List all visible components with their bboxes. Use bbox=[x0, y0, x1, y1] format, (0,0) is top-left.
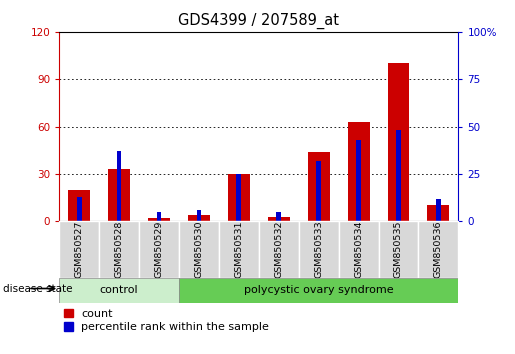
FancyBboxPatch shape bbox=[59, 278, 179, 303]
Text: GSM850528: GSM850528 bbox=[115, 221, 124, 278]
Bar bbox=[197, 210, 201, 221]
Title: GDS4399 / 207589_at: GDS4399 / 207589_at bbox=[178, 13, 339, 29]
Bar bbox=[77, 196, 81, 221]
Legend: count, percentile rank within the sample: count, percentile rank within the sample bbox=[59, 304, 274, 337]
Text: GSM850531: GSM850531 bbox=[234, 221, 243, 278]
Bar bbox=[307, 152, 330, 221]
FancyBboxPatch shape bbox=[179, 221, 219, 278]
Text: GSM850536: GSM850536 bbox=[434, 221, 443, 278]
Text: GSM850534: GSM850534 bbox=[354, 221, 363, 278]
Text: disease state: disease state bbox=[3, 284, 72, 293]
Text: control: control bbox=[100, 285, 139, 295]
Bar bbox=[236, 174, 241, 221]
Bar bbox=[387, 63, 409, 221]
FancyBboxPatch shape bbox=[379, 221, 418, 278]
Bar bbox=[228, 174, 250, 221]
Bar bbox=[157, 212, 161, 221]
FancyBboxPatch shape bbox=[59, 221, 99, 278]
Bar bbox=[277, 212, 281, 221]
FancyBboxPatch shape bbox=[418, 221, 458, 278]
Bar bbox=[356, 140, 361, 221]
FancyBboxPatch shape bbox=[99, 221, 139, 278]
FancyBboxPatch shape bbox=[219, 221, 259, 278]
FancyBboxPatch shape bbox=[179, 278, 458, 303]
FancyBboxPatch shape bbox=[299, 221, 339, 278]
Bar bbox=[396, 130, 401, 221]
Bar bbox=[348, 122, 370, 221]
Bar bbox=[188, 215, 210, 221]
Text: GSM850533: GSM850533 bbox=[314, 221, 323, 278]
FancyBboxPatch shape bbox=[339, 221, 379, 278]
Bar bbox=[316, 161, 321, 221]
Bar bbox=[68, 190, 90, 221]
Text: GSM850535: GSM850535 bbox=[394, 221, 403, 278]
FancyBboxPatch shape bbox=[259, 221, 299, 278]
Bar bbox=[108, 169, 130, 221]
Bar bbox=[427, 205, 450, 221]
Bar bbox=[436, 199, 441, 221]
Text: polycystic ovary syndrome: polycystic ovary syndrome bbox=[244, 285, 393, 295]
Text: GSM850527: GSM850527 bbox=[75, 221, 83, 278]
Text: GSM850532: GSM850532 bbox=[274, 221, 283, 278]
FancyBboxPatch shape bbox=[139, 221, 179, 278]
Text: GSM850530: GSM850530 bbox=[195, 221, 203, 278]
Bar bbox=[117, 151, 122, 221]
Bar bbox=[148, 218, 170, 221]
Bar bbox=[268, 217, 290, 221]
Text: GSM850529: GSM850529 bbox=[154, 221, 163, 278]
